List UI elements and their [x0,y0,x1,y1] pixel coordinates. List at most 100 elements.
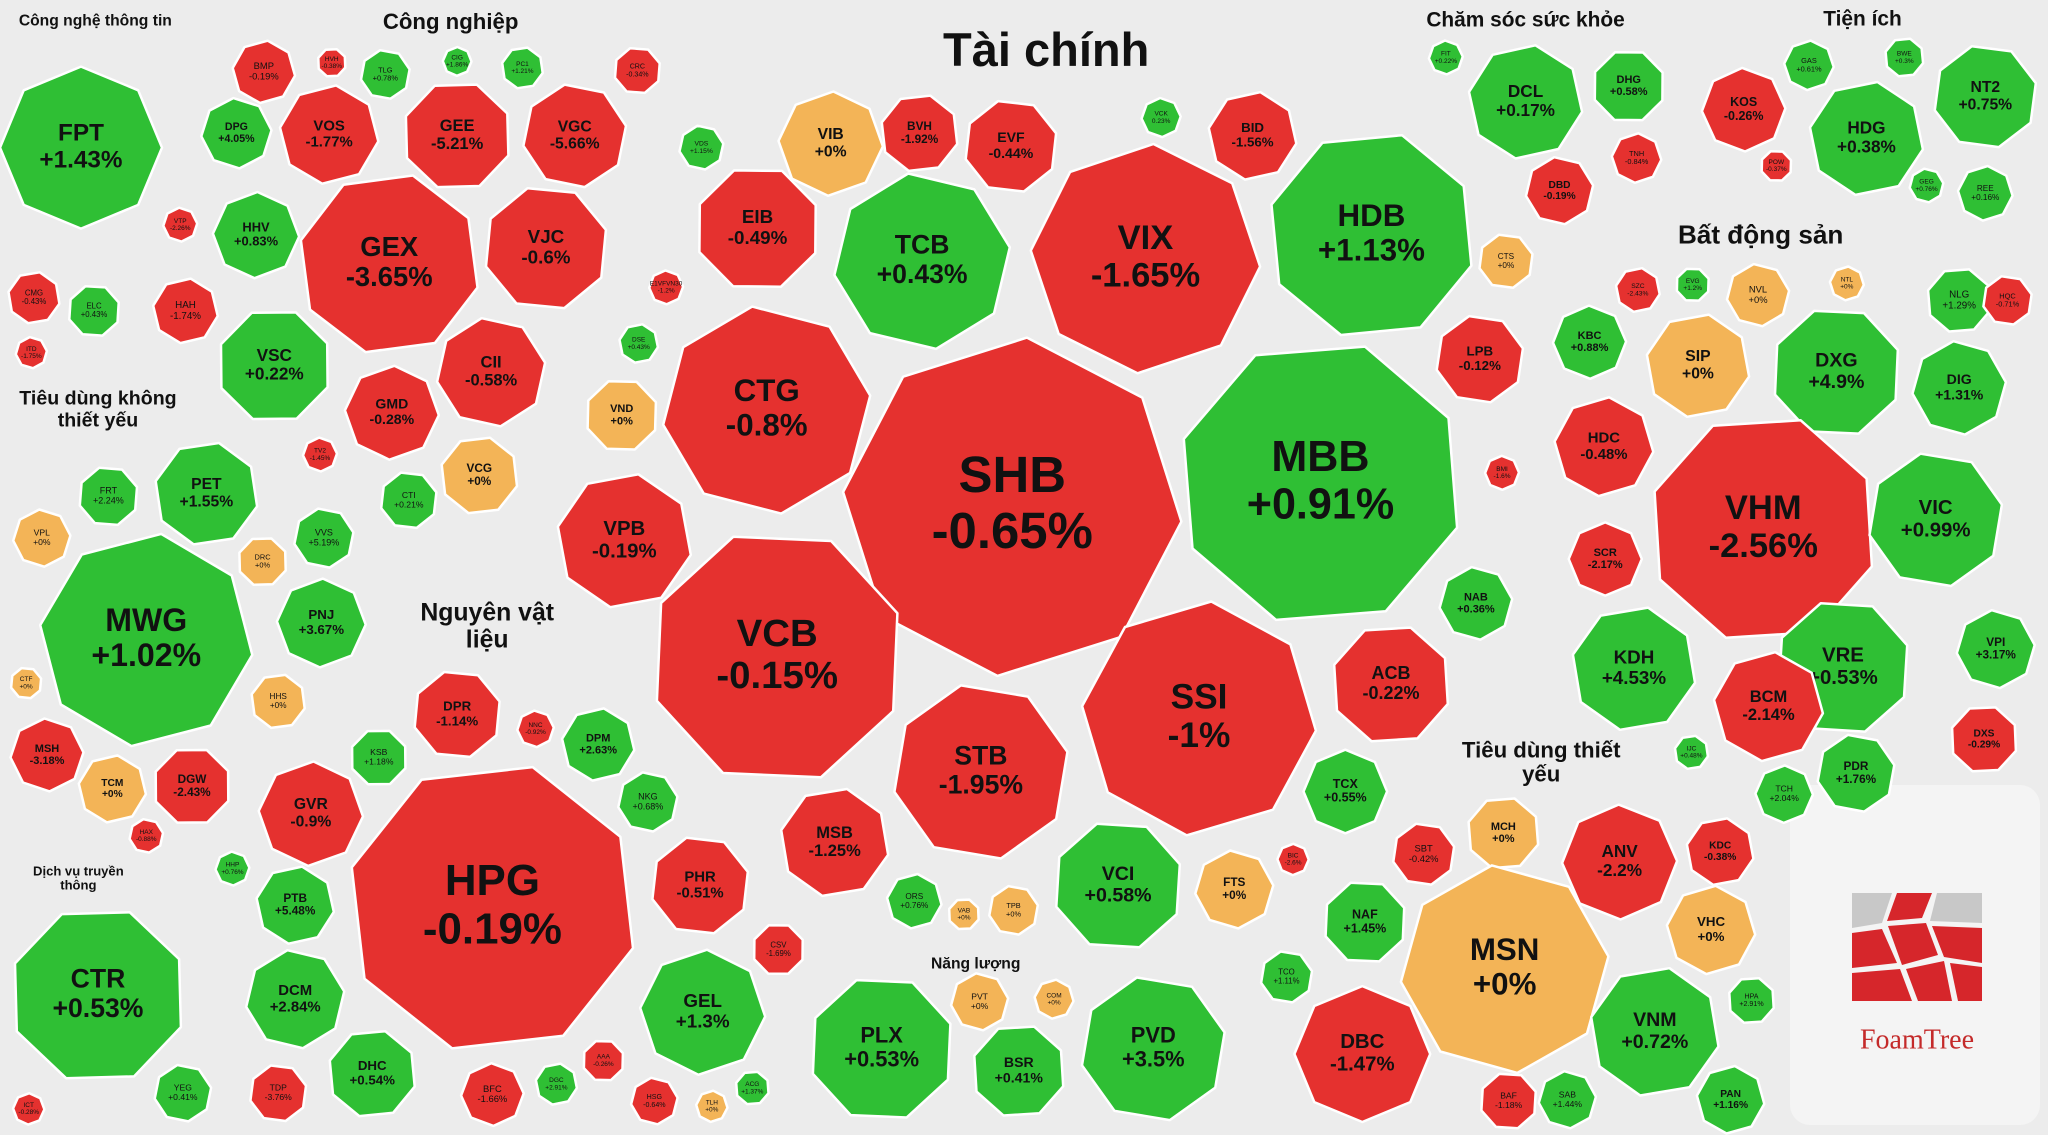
value-label: +0.53% [1808,667,1878,689]
value-label: -0.19% [249,70,279,81]
group-title: Dịch vụ truyền thông [33,863,124,894]
ticker-label: TLH [706,1099,719,1106]
cell [1773,309,1900,435]
ticker-label: HDC [1588,430,1621,446]
cell [651,836,750,935]
value-label: -3.76% [265,1092,293,1102]
value-label: +0.22% [245,364,304,384]
ticker-label: YEG [174,1083,192,1093]
group-title: Công nghiệp [382,8,519,34]
logo-icon [1852,893,1982,1001]
cell [293,507,355,569]
ticker-label: DPM [586,732,610,744]
ticker-label: ANV [1601,841,1638,861]
cell [441,45,473,78]
value-label: -1.56% [1232,135,1274,150]
value-label: -1.14% [436,713,478,728]
ticker-label: PDR [1844,759,1869,773]
value-label: -0.65% [932,502,1093,559]
ticker-label: BIC [1288,853,1299,860]
cell [214,850,251,887]
ticker-label: DHC [358,1058,387,1073]
cell [617,771,679,833]
cell [1760,149,1793,182]
value-label: -2.43% [173,785,211,799]
group-title: Tiêu dùng không thiết yếu [19,387,177,432]
ticker-label: HDB [1338,198,1406,233]
cell [435,316,547,428]
ticker-label: SSI [1171,677,1228,716]
value-label: +0% [957,915,970,922]
value-label: -0.19% [423,904,562,953]
cell [694,1089,729,1124]
cell [1685,817,1755,887]
cell [1080,976,1226,1122]
ticker-label: EVF [997,129,1025,145]
ticker-label: TCX [1333,777,1359,791]
ticker-label: TNH [1629,149,1644,158]
cell [618,323,660,364]
value-label: +1.2% [1683,285,1702,292]
ticker-label: PLX [860,1023,903,1048]
cell [522,83,628,189]
ticker-label: CTS [1498,252,1515,261]
value-label: +1.21% [511,68,533,75]
ticker-label: VJC [528,226,565,247]
ticker-label: GEL [683,990,722,1011]
ticker-label: BID [1241,120,1264,135]
cell [1080,600,1318,837]
value-label: -0.43% [22,297,47,306]
cell [534,1062,579,1106]
value-label: +1.18% [364,757,394,767]
cell [200,96,273,170]
cell [404,83,510,189]
ticker-label: MSB [816,824,853,842]
ticker-label: TCO [1278,968,1294,977]
ticker-label: NVL [1749,283,1767,294]
ticker-label: VPB [603,518,645,540]
value-label: +3.5% [1122,1047,1185,1072]
cell [301,436,339,473]
value-label: -1.69% [766,949,791,958]
ticker-label: FTS [1223,875,1245,889]
ticker-label: VHM [1725,489,1802,527]
logo-panel: FoamTree [1790,785,2040,1125]
ticker-label: VSC [257,345,292,365]
cell [752,924,804,976]
cell [38,532,254,748]
ticker-label: MSH [35,743,60,755]
cell [1950,706,2018,773]
value-label: +2.04% [1769,793,1799,803]
value-label: +0.88% [1571,342,1609,354]
value-label: -1% [1168,716,1231,755]
ticker-label: ICT [23,1102,34,1109]
ticker-label: GAS [1801,56,1817,65]
value-label: +0% [102,789,123,800]
ticker-label: DHG [1617,74,1641,86]
value-label: +0.16% [1971,193,1999,202]
cell [1695,1064,1766,1135]
cell [1537,1069,1598,1130]
value-label: -2.43% [1627,290,1648,297]
cell [1610,132,1663,185]
group-title: Bất động sản [1677,219,1844,250]
cell [1553,396,1655,498]
ticker-label: SIP [1685,348,1710,365]
group-title: Tiêu dùng thiết yếu [1461,737,1621,787]
cell [734,1070,770,1106]
cell [629,1076,679,1126]
value-label: -0.12% [1459,358,1501,373]
cell [1911,339,2008,436]
cell [1427,39,1465,76]
ticker-label: TCB [895,230,950,260]
cell [947,898,980,931]
value-label: -2.14% [1742,706,1795,724]
cell [1982,275,2033,326]
cell [698,169,817,288]
ticker-label: LPB [1467,343,1494,358]
value-label: -2.17% [1588,559,1623,571]
ticker-label: IJC [1687,745,1697,752]
cell [1302,748,1389,835]
value-label: +0% [611,415,634,427]
